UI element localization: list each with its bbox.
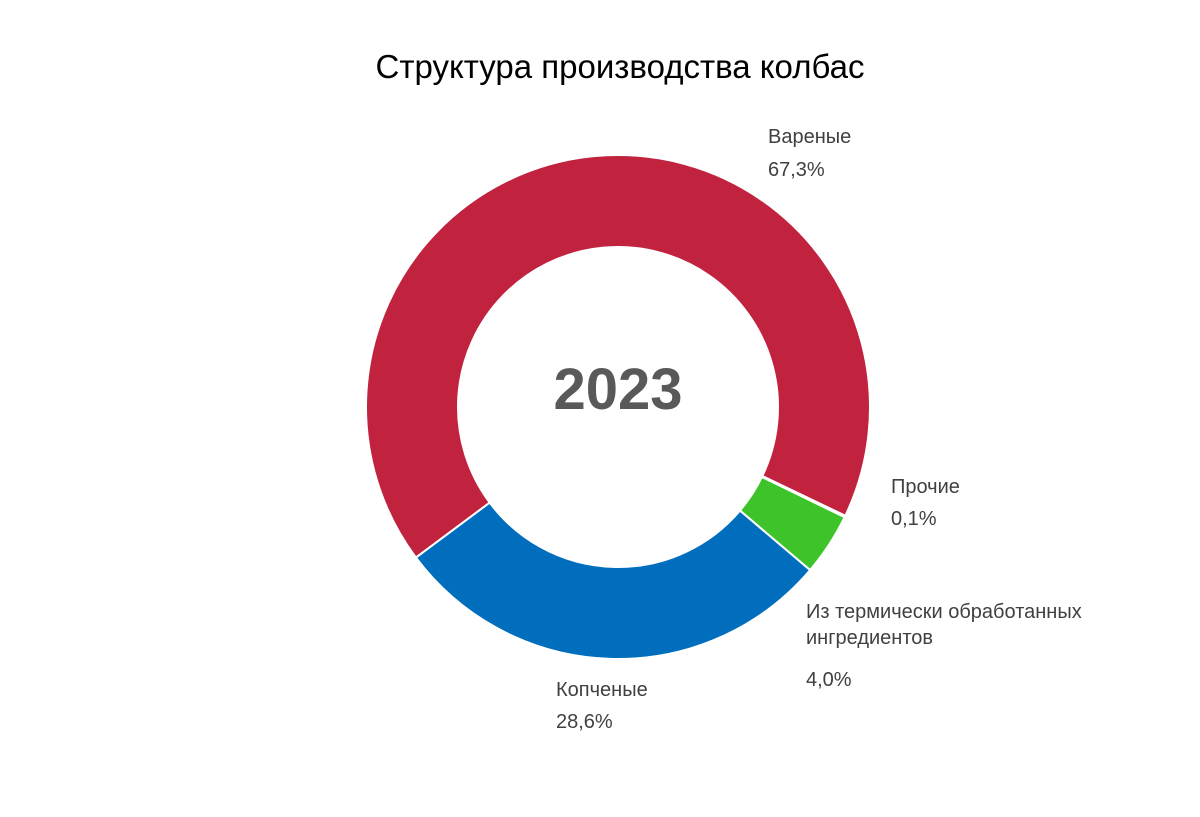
center-label: 2023 <box>553 357 683 422</box>
category-label: Из термически обработанных ингредиентов <box>806 601 1082 649</box>
category-label: Вареные <box>768 126 852 148</box>
value-label: 67,3% <box>768 159 825 181</box>
value-label: 0,1% <box>891 508 937 530</box>
value-label: 28,6% <box>556 711 613 733</box>
category-label: Копченые <box>556 679 648 701</box>
donut-segment <box>365 154 871 560</box>
donut-segment <box>414 501 812 660</box>
category-label: Прочие <box>891 476 960 498</box>
value-label: 4,0% <box>806 669 852 691</box>
chart-title: Структура производства колбас <box>375 48 865 85</box>
